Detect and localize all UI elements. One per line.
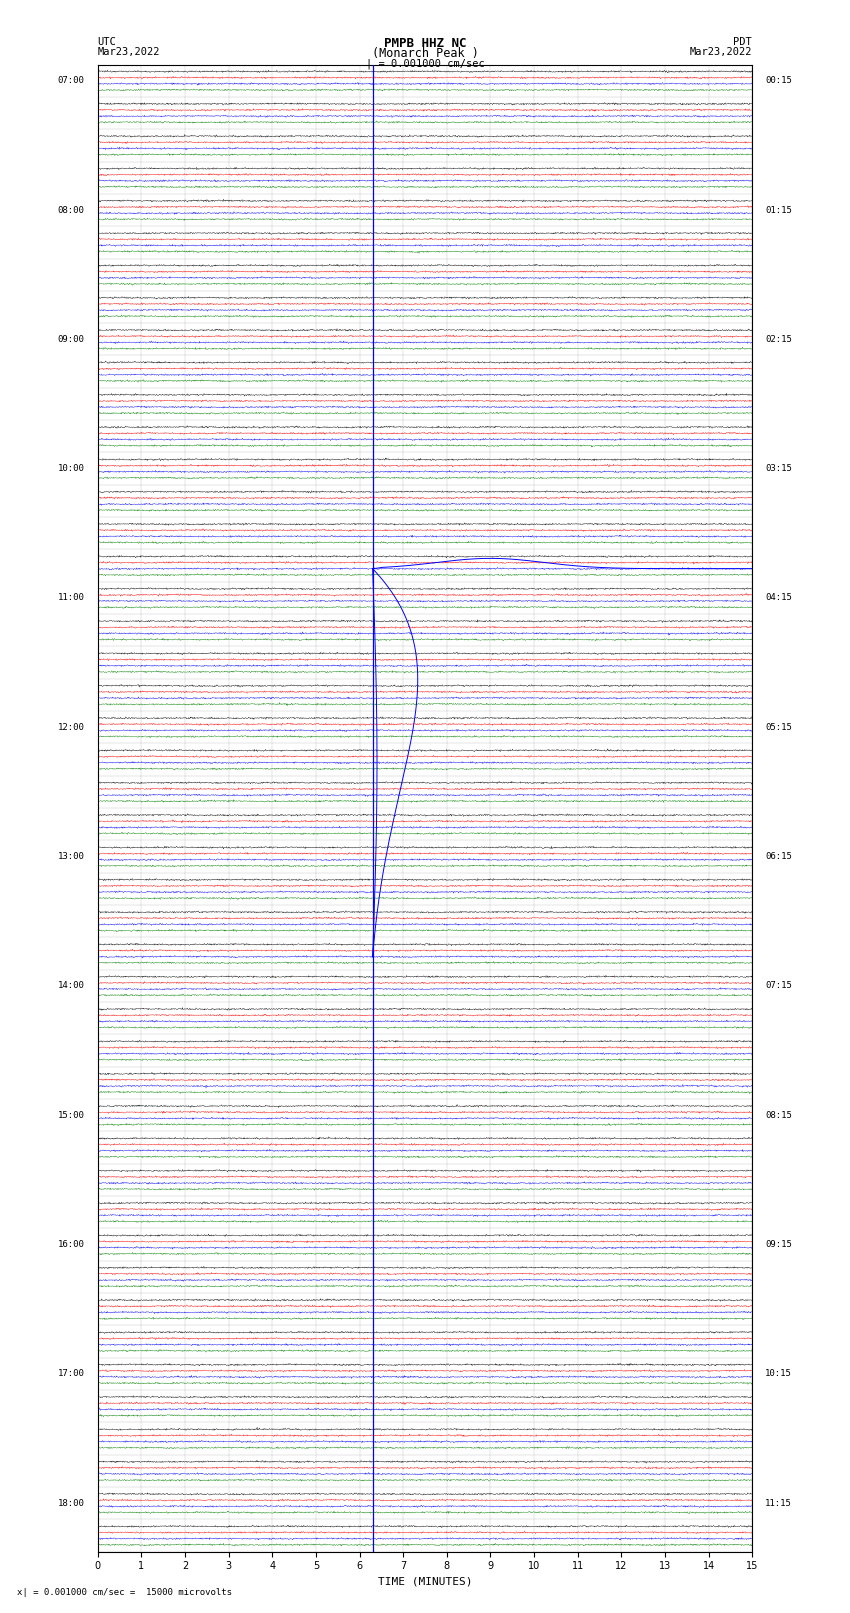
Text: 11:15: 11:15 xyxy=(765,1498,792,1508)
Text: 15:00: 15:00 xyxy=(58,1111,85,1119)
Text: PDT: PDT xyxy=(734,37,752,47)
Text: Mar23,2022: Mar23,2022 xyxy=(98,47,161,56)
Text: (Monarch Peak ): (Monarch Peak ) xyxy=(371,47,479,60)
Text: 02:15: 02:15 xyxy=(765,336,792,344)
Text: 09:00: 09:00 xyxy=(58,336,85,344)
Text: 06:15: 06:15 xyxy=(765,852,792,861)
Text: 07:00: 07:00 xyxy=(58,76,85,85)
Text: 10:00: 10:00 xyxy=(58,465,85,473)
Text: 11:00: 11:00 xyxy=(58,594,85,603)
Text: 00:15: 00:15 xyxy=(765,76,792,85)
Text: 17:00: 17:00 xyxy=(58,1369,85,1379)
Text: 09:15: 09:15 xyxy=(765,1240,792,1248)
Text: 16:00: 16:00 xyxy=(58,1240,85,1248)
Text: 03:15: 03:15 xyxy=(765,465,792,473)
Text: | = 0.001000 cm/sec: | = 0.001000 cm/sec xyxy=(366,58,484,69)
Text: 08:15: 08:15 xyxy=(765,1111,792,1119)
Text: 12:00: 12:00 xyxy=(58,723,85,732)
Text: Mar23,2022: Mar23,2022 xyxy=(689,47,752,56)
Text: 01:15: 01:15 xyxy=(765,205,792,215)
Text: 05:15: 05:15 xyxy=(765,723,792,732)
Text: 08:00: 08:00 xyxy=(58,205,85,215)
Text: 07:15: 07:15 xyxy=(765,981,792,990)
Text: PMPB HHZ NC: PMPB HHZ NC xyxy=(383,37,467,50)
Text: 14:00: 14:00 xyxy=(58,981,85,990)
Text: 04:15: 04:15 xyxy=(765,594,792,603)
Text: 18:00: 18:00 xyxy=(58,1498,85,1508)
Text: UTC: UTC xyxy=(98,37,116,47)
X-axis label: TIME (MINUTES): TIME (MINUTES) xyxy=(377,1578,473,1587)
Text: 10:15: 10:15 xyxy=(765,1369,792,1379)
Text: 13:00: 13:00 xyxy=(58,852,85,861)
Text: x| = 0.001000 cm/sec =  15000 microvolts: x| = 0.001000 cm/sec = 15000 microvolts xyxy=(17,1587,232,1597)
